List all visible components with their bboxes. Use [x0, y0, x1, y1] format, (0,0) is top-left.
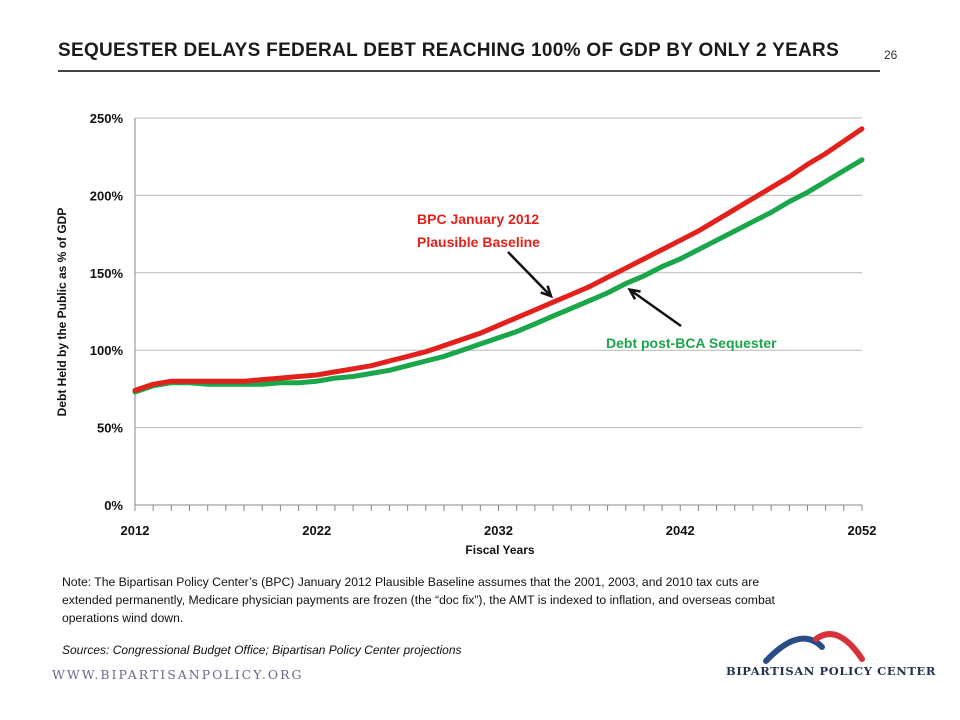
- sources-text: Sources: Congressional Budget Office; Bi…: [62, 643, 462, 657]
- x-tick-labels: 2012 2022 2032 2042 2052: [121, 523, 877, 538]
- annotation-baseline-line2: Plausible Baseline: [417, 234, 540, 250]
- axes: [134, 118, 863, 511]
- grid-lines: [135, 117, 862, 429]
- series-line: [132, 126, 865, 393]
- bpc-logo-icon: [763, 631, 865, 664]
- y-tick-label: 150%: [90, 266, 124, 281]
- annotation-baseline-line1: BPC January 2012: [417, 211, 539, 227]
- series-lines: [132, 126, 865, 395]
- annotation-sequester: Debt post-BCA Sequester: [606, 335, 777, 351]
- x-axis-label: Fiscal Years: [465, 543, 534, 557]
- y-tick-labels: 0% 50% 100% 150% 200% 250%: [90, 111, 124, 513]
- y-tick-label: 250%: [90, 111, 124, 126]
- y-axis-label: Debt Held by the Public as % of GDP: [55, 208, 69, 417]
- debt-line-chart: 0%50%100%150%200%250% 2012 2022 2032 2042 20…: [55, 111, 877, 557]
- y-tick-label: 100%: [90, 343, 124, 358]
- page-number: 26: [884, 48, 898, 62]
- x-tick-label: 2012: [121, 523, 150, 538]
- y-tick-label: 50%: [97, 421, 123, 436]
- slide-title: SEQUESTER DELAYS FEDERAL DEBT REACHING 1…: [58, 40, 840, 61]
- footer-url: WWW.BIPARTISANPOLICY.ORG: [52, 667, 304, 682]
- title-divider: [58, 70, 880, 72]
- logo-text: BIPARTISAN POLICY CENTER: [726, 664, 937, 678]
- y-tick-label: 200%: [90, 188, 124, 203]
- x-tick-label: 2052: [848, 523, 877, 538]
- y-tick-label: 0%: [104, 498, 123, 513]
- annotations: BPC January 2012 Plausible Baseline Debt p…: [417, 211, 777, 351]
- x-tick-label: 2022: [302, 523, 331, 538]
- x-tick-label: 2042: [666, 523, 695, 538]
- note-text: Note: The Bipartisan Policy Center’s (BP…: [62, 575, 775, 625]
- x-tick-label: 2032: [484, 523, 513, 538]
- arrow-baseline-icon: [507, 251, 554, 299]
- arrow-sequester-icon: [627, 287, 682, 328]
- series-line: [132, 157, 865, 395]
